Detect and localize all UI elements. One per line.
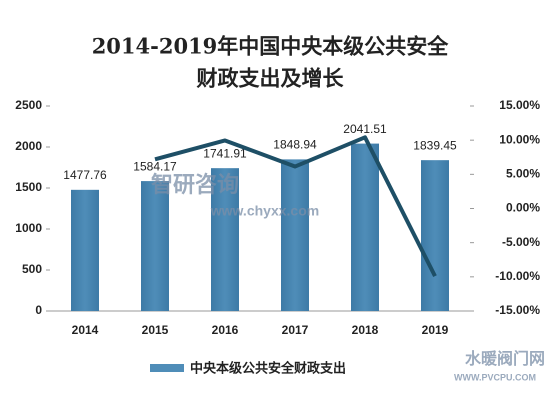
x-tick-label: 2019 — [422, 323, 449, 337]
data-label: 1741.91 — [203, 146, 247, 160]
bar — [281, 159, 309, 311]
x-tick-label: 2018 — [352, 323, 379, 337]
bar — [421, 160, 449, 311]
y-tick-label: 2000 — [15, 139, 42, 153]
y2-tick-label: 5.00% — [506, 167, 540, 181]
x-tick-label: 2017 — [282, 323, 309, 337]
bar — [351, 143, 379, 311]
x-tick-label: 2014 — [72, 323, 99, 337]
x-tick-label: 2015 — [142, 323, 169, 337]
watermark: www.chyxx.com — [210, 203, 319, 219]
bar — [71, 189, 99, 311]
data-label: 1477.76 — [63, 168, 107, 182]
bar — [141, 181, 169, 311]
y-tick-label: 1500 — [15, 180, 42, 194]
bar — [211, 168, 239, 311]
watermark: 智研咨询 — [151, 172, 239, 197]
y2-tick-label: 0.00% — [506, 201, 540, 215]
chart-title: 财政支出及增长 — [197, 66, 345, 91]
y-tick-label: 0 — [35, 303, 42, 317]
y2-tick-label: -5.00% — [502, 235, 540, 249]
watermark: WWW.PVCPU.COM — [454, 372, 536, 382]
x-tick-label: 2016 — [212, 323, 239, 337]
growth-line — [154, 135, 437, 278]
y-tick-label: 1000 — [15, 221, 42, 235]
chart-title: 2014-2019年中国中央本级公共安全 — [92, 34, 450, 59]
data-label: 1584.17 — [133, 159, 177, 173]
legend-swatch — [150, 364, 184, 372]
y-tick-label: 2500 — [15, 98, 42, 112]
y2-tick-label: 15.00% — [499, 98, 540, 112]
y2-tick-label: -10.00% — [495, 269, 540, 283]
watermark: 水暖阀门网 — [465, 349, 545, 368]
data-label: 1848.94 — [273, 138, 317, 152]
data-label: 2041.51 — [343, 122, 387, 136]
legend-label: 中央本级公共安全财政支出 — [190, 360, 346, 375]
y2-tick-label: -15.00% — [495, 303, 540, 317]
data-label: 1839.45 — [413, 138, 457, 152]
y-tick-label: 500 — [22, 262, 42, 276]
y2-tick-label: 10.00% — [499, 132, 540, 146]
